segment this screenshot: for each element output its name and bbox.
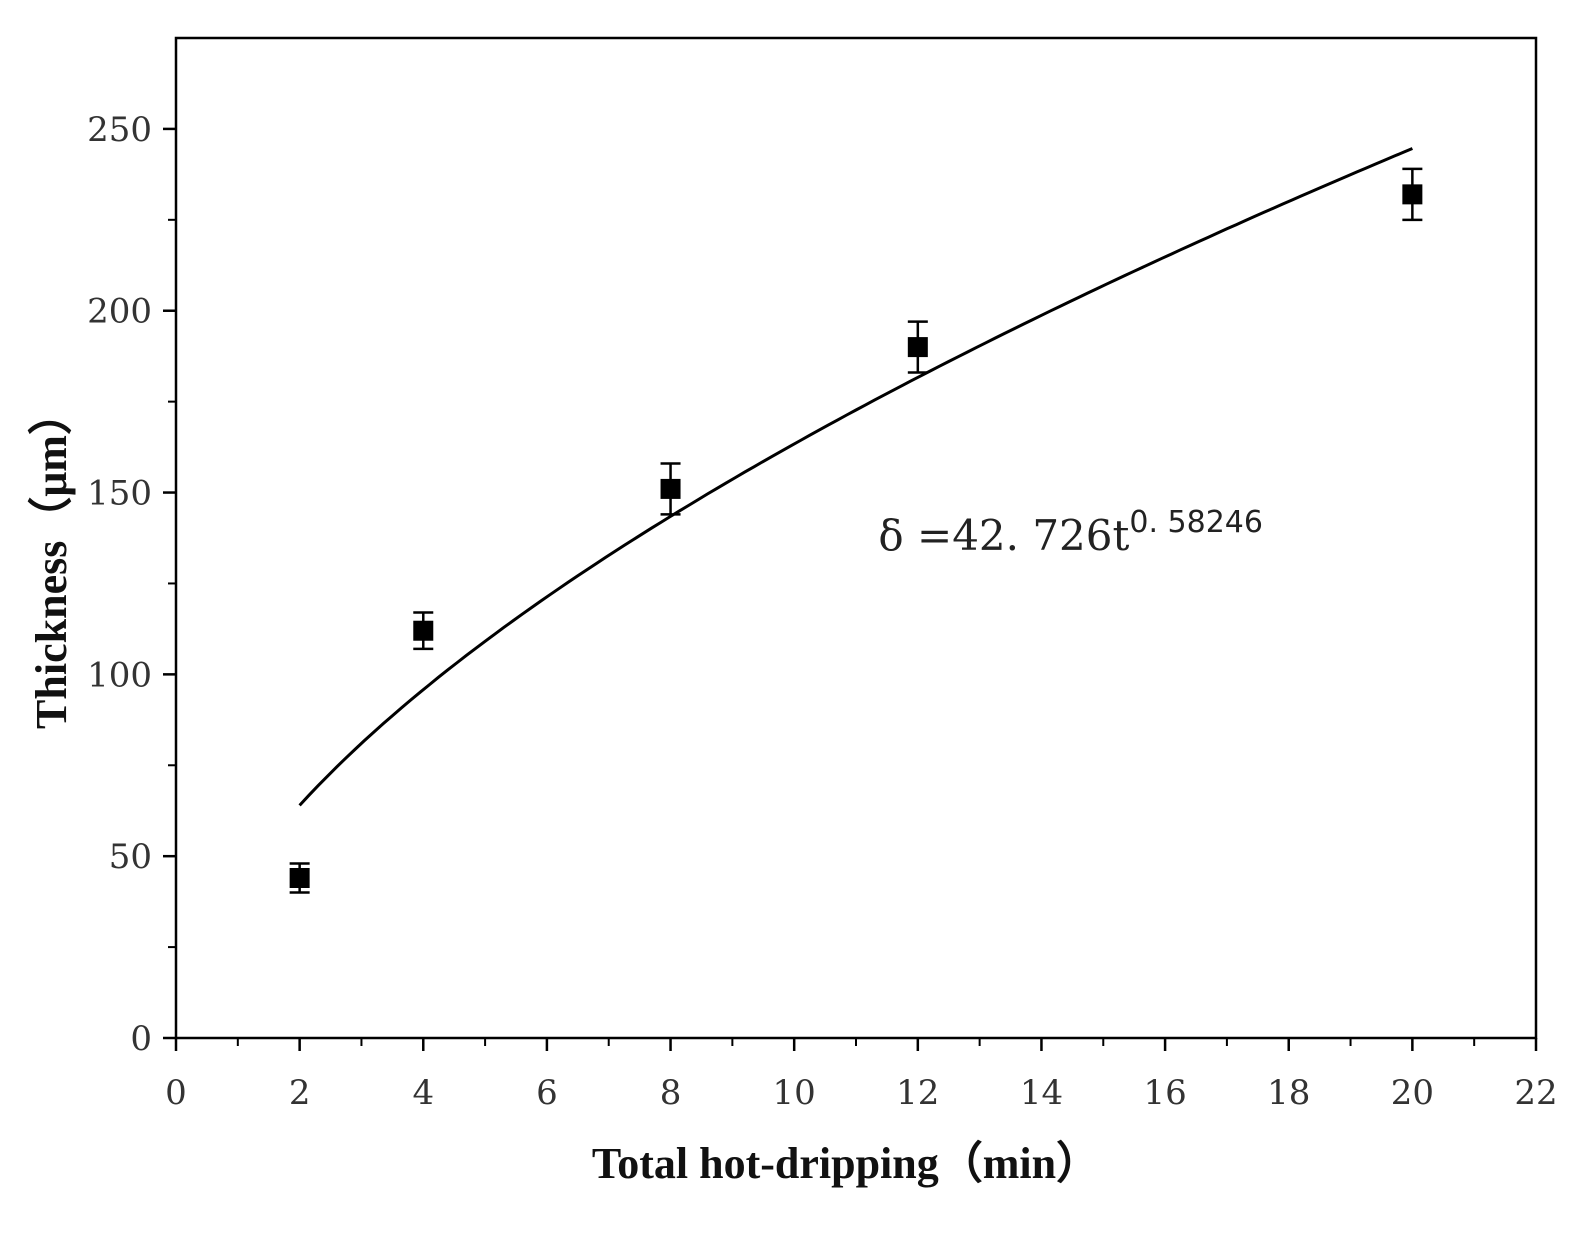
- x-tick-label: 18: [1267, 1073, 1310, 1113]
- data-point: [1402, 167, 1423, 222]
- y-tick-label: 50: [109, 837, 152, 877]
- y-axis-title: Thickness（μm）: [27, 391, 76, 729]
- y-tick-label: 200: [87, 292, 152, 332]
- y-tick-labels: 0 50 100 150 200 250: [87, 110, 152, 1059]
- x-tick-label: 10: [773, 1073, 816, 1113]
- x-tick-label: 0: [165, 1073, 187, 1113]
- square-marker: [660, 478, 681, 499]
- square-marker: [907, 337, 928, 358]
- data-point: [907, 320, 928, 374]
- square-marker: [289, 868, 310, 888]
- x-tick-label: 8: [660, 1073, 682, 1113]
- x-axis-title: Total hot-dripping（min）: [592, 1139, 1100, 1188]
- y-tick-label: 250: [87, 110, 152, 150]
- x-tick-label: 14: [1020, 1073, 1063, 1113]
- square-marker: [413, 620, 434, 641]
- data-marks: [289, 147, 1423, 894]
- fit-equation-base: δ =42. 726t: [878, 511, 1129, 560]
- x-tick-label: 2: [289, 1073, 311, 1113]
- plot-frame: [174, 36, 1538, 1040]
- y-tick-label: 150: [87, 474, 152, 514]
- fit-equation-exponent: 0. 58246: [1129, 505, 1263, 540]
- y-tick-label: 100: [87, 655, 152, 695]
- x-tick-label: 6: [536, 1073, 558, 1113]
- x-tick-label: 12: [896, 1073, 939, 1113]
- fit-curve: [298, 147, 1413, 807]
- square-marker: [1402, 184, 1423, 205]
- x-tick-label: 22: [1514, 1073, 1557, 1113]
- fit-equation: δ =42. 726t0. 58246: [878, 505, 1263, 560]
- x-tick-label: 16: [1143, 1073, 1186, 1113]
- data-point: [413, 611, 434, 651]
- data-point: [660, 462, 681, 516]
- y-tick-label: 0: [130, 1019, 152, 1059]
- x-tick-labels: 0 2 4 6 8 10 12 14 16 18 20 22: [165, 1073, 1557, 1113]
- x-tick-label: 20: [1391, 1073, 1434, 1113]
- x-tick-label: 4: [412, 1073, 434, 1113]
- data-point: [289, 862, 310, 894]
- axis-ticks: [163, 127, 1538, 1051]
